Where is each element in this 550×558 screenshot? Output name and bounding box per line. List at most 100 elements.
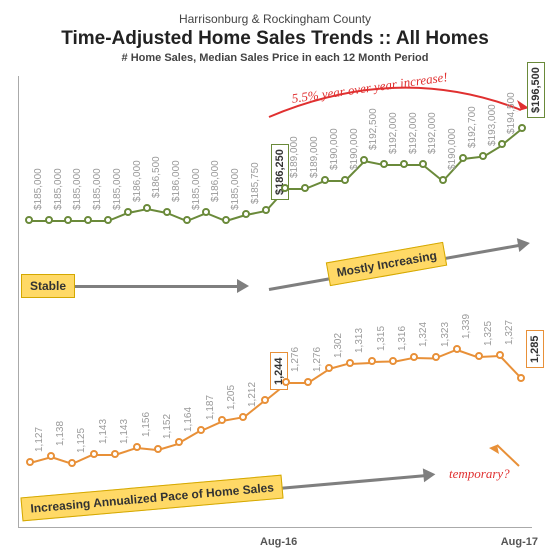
data-label: $192,000 — [427, 112, 438, 154]
data-point — [47, 452, 55, 460]
data-label: $185,000 — [33, 168, 44, 210]
data-point — [282, 378, 290, 386]
data-label: 1,187 — [205, 395, 216, 420]
data-label: $185,000 — [72, 168, 83, 210]
data-point — [239, 413, 247, 421]
data-label: 1,164 — [183, 407, 194, 432]
data-label: 1,156 — [141, 412, 152, 437]
data-label: 1,327 — [504, 320, 515, 345]
data-point — [517, 374, 525, 382]
data-label: 1,324 — [418, 322, 429, 347]
chart-subtitle: # Home Sales, Median Sales Price in each… — [10, 52, 540, 64]
data-label: $189,000 — [309, 136, 320, 178]
highlight-label: $196,500 — [527, 62, 545, 118]
data-point — [389, 357, 397, 365]
data-point — [439, 176, 447, 184]
data-label: $185,000 — [53, 168, 64, 210]
data-label: $193,000 — [487, 104, 498, 146]
data-label: 1,125 — [76, 428, 87, 453]
data-point — [197, 426, 205, 434]
data-label: $185,750 — [250, 162, 261, 204]
data-point — [346, 359, 354, 367]
data-label: 1,127 — [34, 427, 45, 452]
axis-start-label: Aug-16 — [260, 536, 297, 548]
data-point — [453, 345, 461, 353]
region-text: Harrisonburg & Rockingham County — [10, 12, 540, 26]
data-label: 1,138 — [55, 421, 66, 446]
data-point — [90, 450, 98, 458]
data-point — [459, 154, 467, 162]
axis-end-label: Aug-17 — [501, 536, 538, 548]
data-point — [154, 445, 162, 453]
data-label: 1,325 — [483, 321, 494, 346]
chart-plot-area: 5.5% year over year increase! $185,000$1… — [18, 76, 532, 528]
data-label: $190,000 — [329, 128, 340, 170]
data-point — [380, 160, 388, 168]
data-label: $186,500 — [151, 156, 162, 198]
data-label: 1,212 — [247, 382, 258, 407]
data-point — [218, 416, 226, 424]
data-label: $192,700 — [467, 107, 478, 149]
data-label: 1,313 — [354, 328, 365, 353]
data-point — [242, 210, 250, 218]
data-label: 1,152 — [162, 414, 173, 439]
data-label: $185,000 — [230, 168, 241, 210]
data-label: $186,000 — [171, 160, 182, 202]
data-point — [64, 216, 72, 224]
data-label: 1,205 — [226, 385, 237, 410]
data-point — [410, 353, 418, 361]
data-label: $185,000 — [191, 168, 202, 210]
data-label: $186,000 — [210, 160, 221, 202]
data-point — [84, 216, 92, 224]
data-point — [400, 160, 408, 168]
data-label: $185,000 — [112, 168, 123, 210]
data-point — [419, 160, 427, 168]
highlight-label: 1,285 — [526, 330, 544, 368]
data-label: 1,143 — [98, 419, 109, 444]
data-label: $192,000 — [408, 112, 419, 154]
temp-annotation: temporary? — [449, 466, 510, 482]
data-label: 1,143 — [119, 419, 130, 444]
data-point — [498, 140, 506, 148]
data-point — [45, 216, 53, 224]
data-point — [304, 378, 312, 386]
chart-header: Harrisonburg & Rockingham County Time-Ad… — [10, 12, 540, 64]
data-point — [68, 459, 76, 467]
data-point — [325, 364, 333, 372]
stable-annotation: Stable — [21, 274, 75, 298]
data-label: 1,316 — [397, 326, 408, 351]
data-point — [124, 208, 132, 216]
data-point — [143, 204, 151, 212]
data-label: 1,339 — [461, 314, 472, 339]
price-series: $185,000 $185,000 $185,000 $185,000 $185,000… — [19, 100, 532, 260]
data-label: $190,000 — [349, 128, 360, 170]
data-point — [222, 216, 230, 224]
data-point — [261, 396, 269, 404]
data-point — [133, 443, 141, 451]
data-label: $185,000 — [92, 168, 103, 210]
data-point — [104, 216, 112, 224]
data-point — [183, 216, 191, 224]
sales-series: 1,127 1,138 1,125 1,143 1,143 1,156 1,152 1,164… — [19, 332, 532, 482]
data-label: $186,000 — [132, 160, 143, 202]
data-label: $189,000 — [289, 136, 300, 178]
data-point — [496, 351, 504, 359]
data-label: 1,276 — [290, 347, 301, 372]
data-point — [432, 353, 440, 361]
data-point — [26, 458, 34, 466]
data-point — [341, 176, 349, 184]
data-point — [175, 438, 183, 446]
data-label: 1,276 — [312, 347, 323, 372]
data-point — [368, 357, 376, 365]
data-label: $190,000 — [447, 128, 458, 170]
data-point — [360, 156, 368, 164]
data-point — [25, 216, 33, 224]
data-label: $192,000 — [388, 112, 399, 154]
data-label: 1,315 — [376, 326, 387, 351]
data-point — [321, 176, 329, 184]
data-label: 1,302 — [333, 333, 344, 358]
chart-title: Time-Adjusted Home Sales Trends :: All H… — [10, 28, 540, 50]
data-label: $194,500 — [506, 92, 517, 134]
data-label: 1,323 — [440, 322, 451, 347]
data-point — [281, 184, 289, 192]
